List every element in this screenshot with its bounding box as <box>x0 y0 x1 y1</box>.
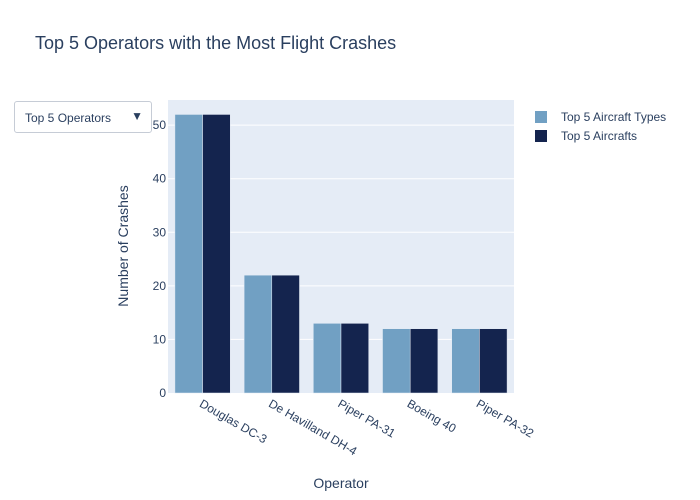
x-tick-label: Piper PA-31 <box>336 396 399 440</box>
bar-aircraft-types[interactable] <box>243 274 273 394</box>
x-tick-label: Boeing 40 <box>405 396 459 435</box>
y-tick-label: 0 <box>159 386 166 400</box>
legend-label: Top 5 Aircrafts <box>561 128 638 143</box>
legend-item-aircrafts[interactable]: Top 5 Aircrafts <box>535 126 666 145</box>
bars-group <box>174 114 508 394</box>
legend-swatch <box>535 110 547 123</box>
legend: Top 5 Aircraft Types Top 5 Aircrafts <box>535 107 666 145</box>
bar-aircraft-types[interactable] <box>382 328 411 394</box>
bar-aircrafts[interactable] <box>409 328 439 394</box>
bar-aircraft-types[interactable] <box>174 114 203 394</box>
x-axis-label: Operator <box>313 475 369 491</box>
chart-title: Top 5 Operators with the Most Flight Cra… <box>35 33 397 53</box>
legend-item-aircraft-types[interactable]: Top 5 Aircraft Types <box>535 107 666 126</box>
y-tick-label: 30 <box>153 225 167 239</box>
operator-dropdown[interactable]: Top 5 Operators ▼ <box>14 101 152 133</box>
x-tick-label: Piper PA-32 <box>474 396 537 440</box>
bar-aircrafts[interactable] <box>340 323 369 394</box>
dropdown-selected-label: Top 5 Operators <box>25 111 112 125</box>
legend-swatch <box>535 129 547 142</box>
y-axis-label: Number of Crashes <box>115 185 131 306</box>
bar-aircrafts[interactable] <box>479 328 508 394</box>
bar-aircrafts[interactable] <box>202 114 231 394</box>
legend-label: Top 5 Aircraft Types <box>561 109 667 124</box>
bar-aircrafts[interactable] <box>271 274 300 394</box>
y-tick-labels: 0 10 20 30 40 50 <box>153 118 167 400</box>
y-tick-label: 10 <box>153 332 167 346</box>
y-tick-label: 20 <box>153 279 167 293</box>
dropdown-arrow-icon: ▼ <box>131 109 143 123</box>
bar-aircraft-types[interactable] <box>313 323 342 394</box>
y-tick-label: 40 <box>153 172 167 186</box>
y-tick-label: 50 <box>153 118 167 132</box>
bar-aircraft-types[interactable] <box>451 328 480 394</box>
x-tick-label: Douglas DC-3 <box>197 396 270 446</box>
